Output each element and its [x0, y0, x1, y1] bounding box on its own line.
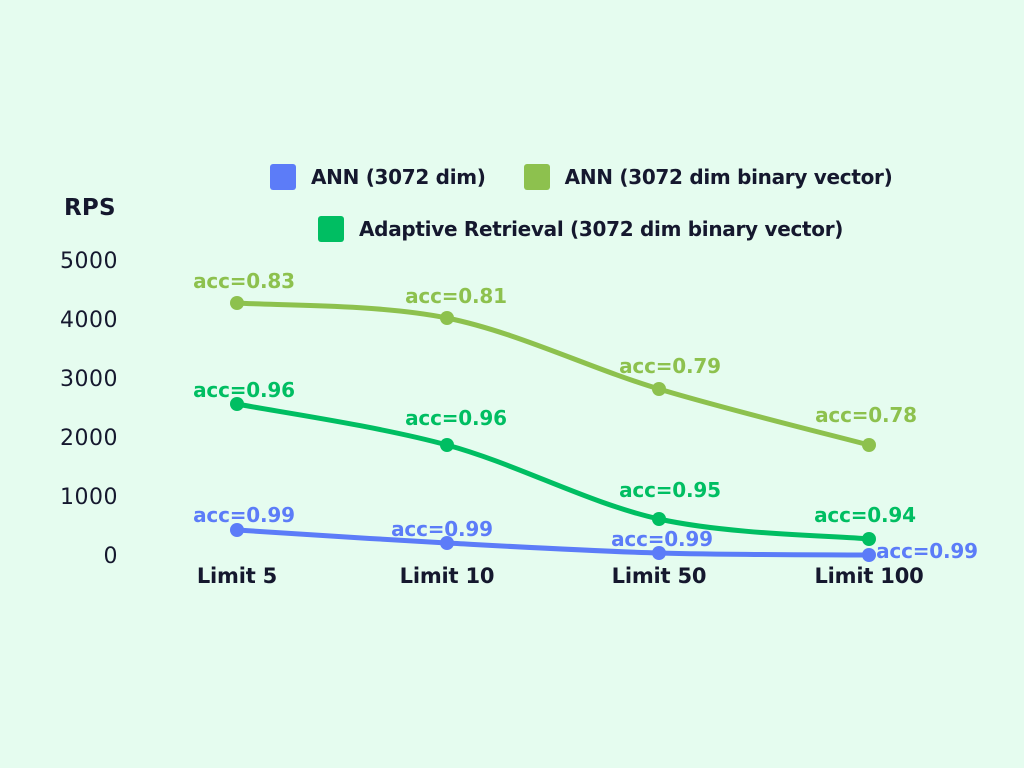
y-tick-label: 3000	[60, 367, 118, 392]
legend-swatch-icon	[318, 216, 344, 242]
point-accuracy-label: acc=0.78	[815, 403, 917, 427]
legend-row-top: ANN (3072 dim) ANN (3072 dim binary vecto…	[270, 164, 893, 190]
legend-item: ANN (3072 dim binary vector)	[523, 164, 893, 190]
point-accuracy-label: acc=0.96	[193, 378, 295, 402]
point-accuracy-label: acc=0.79	[619, 354, 721, 378]
legend-label: ANN (3072 dim binary vector)	[564, 165, 893, 189]
legend-item: ANN (3072 dim)	[270, 164, 486, 190]
y-tick-label: 2000	[60, 426, 118, 451]
legend-row-bottom: Adaptive Retrieval (3072 dim binary vect…	[318, 216, 843, 242]
y-tick-label: 1000	[60, 485, 118, 510]
legend-swatch-icon	[523, 164, 550, 190]
data-point	[230, 296, 244, 310]
data-point	[652, 382, 666, 396]
point-accuracy-label: acc=0.99	[193, 503, 295, 527]
data-point	[862, 548, 876, 562]
series-line	[234, 300, 872, 448]
point-accuracy-label: acc=0.99	[391, 517, 493, 541]
point-accuracy-label: acc=0.95	[619, 478, 721, 502]
x-tick-label: Limit 50	[611, 564, 707, 588]
x-tick-label: Limit 5	[196, 564, 278, 588]
point-accuracy-label: acc=0.99	[876, 539, 978, 563]
data-point	[230, 523, 244, 537]
y-tick-label: 4000	[60, 308, 118, 333]
x-tick-label: Limit 10	[399, 564, 495, 588]
y-axis-title: RPS	[64, 195, 116, 221]
point-accuracy-label: acc=0.83	[193, 269, 295, 293]
series-line	[234, 401, 872, 542]
data-point	[862, 438, 876, 452]
data-point	[230, 397, 244, 411]
data-point	[440, 438, 454, 452]
y-tick-label: 5000	[60, 249, 118, 274]
point-accuracy-label: acc=0.96	[405, 406, 507, 430]
data-point	[652, 546, 666, 560]
x-tick-label: Limit 100	[814, 564, 924, 588]
data-point	[440, 536, 454, 550]
series-line	[234, 527, 872, 558]
legend-swatch-icon	[270, 164, 296, 190]
legend-label: ANN (3072 dim)	[311, 165, 486, 189]
legend-item: Adaptive Retrieval (3072 dim binary vect…	[318, 216, 843, 242]
legend-label: Adaptive Retrieval (3072 dim binary vect…	[359, 217, 844, 241]
y-tick-label: 0	[103, 544, 118, 569]
point-accuracy-label: acc=0.94	[814, 503, 916, 527]
data-point	[862, 532, 876, 546]
data-point	[440, 311, 454, 325]
point-accuracy-label: acc=0.99	[611, 527, 713, 551]
data-point	[652, 512, 666, 526]
point-accuracy-label: acc=0.81	[405, 284, 507, 308]
